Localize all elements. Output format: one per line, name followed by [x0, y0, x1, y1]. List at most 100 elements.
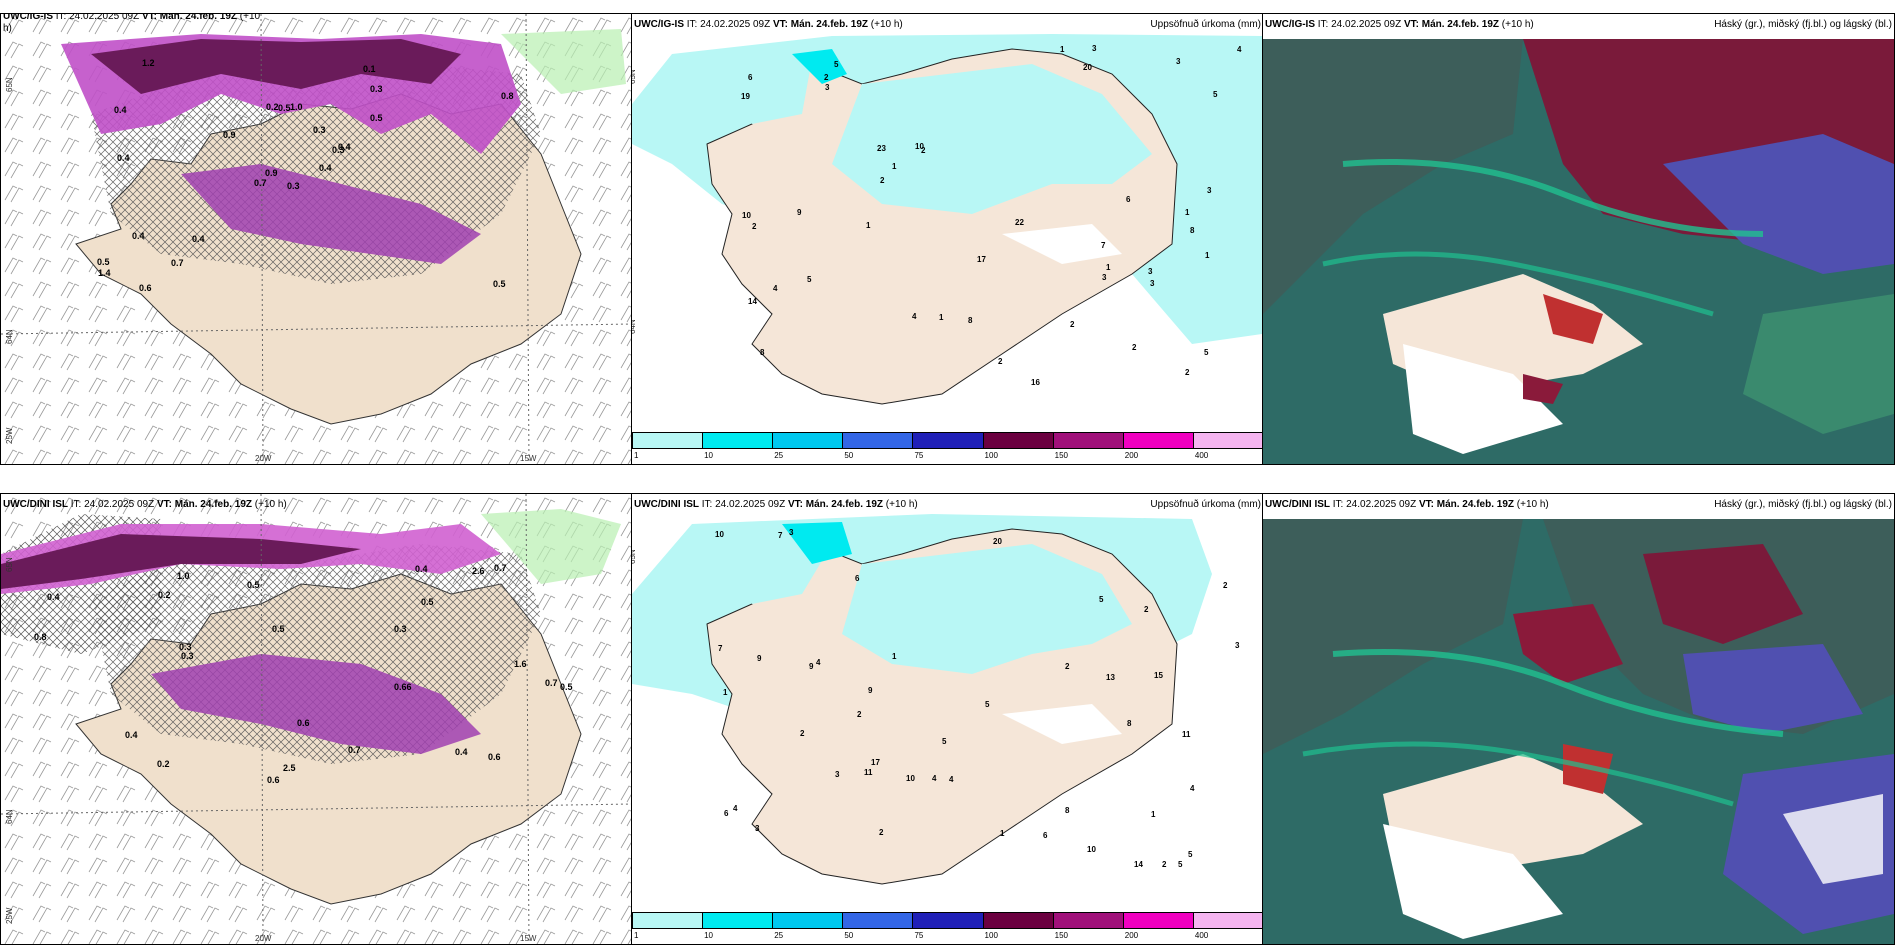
value-label: 0.1 [363, 64, 376, 74]
value-label: 11 [864, 768, 873, 777]
legend-tick-label: 75 [914, 931, 924, 940]
value-label: 19 [741, 92, 750, 101]
value-label: 2 [1223, 581, 1228, 590]
precip-legend [632, 432, 1263, 449]
value-label: 6 [855, 574, 860, 583]
value-label: 16 [1031, 378, 1040, 387]
legend-swatch [1122, 432, 1193, 449]
legend-swatch [842, 432, 913, 449]
value-label: 2 [1144, 605, 1149, 614]
value-label: 2 [1132, 343, 1137, 352]
value-label: 2 [824, 73, 829, 82]
model-name: UWC/IG-IS [3, 13, 53, 22]
valid-label: VT: [141, 13, 157, 22]
init-time: IT: 24.02.2025 09Z [55, 13, 140, 22]
value-label: 15 [1154, 671, 1163, 680]
value-label: 5 [985, 700, 990, 709]
value-label: 5 [942, 737, 947, 746]
value-label: 3 [1150, 279, 1155, 288]
value-label: 0.4 [47, 592, 60, 602]
value-label: 2.5 [283, 763, 296, 773]
value-label: 2.6 [472, 566, 485, 576]
value-label: 8 [968, 316, 973, 325]
model-name: UWC/DINI ISL [634, 499, 699, 510]
value-label: 1.2 [142, 58, 155, 68]
value-label: 5 [1213, 90, 1218, 99]
value-label: 0.6 [488, 752, 501, 762]
value-label: 10 [715, 530, 724, 539]
value-label: 1 [939, 313, 944, 322]
value-label: 0.5 [560, 682, 573, 692]
value-label: 17 [977, 255, 986, 264]
value-label: 1 [1060, 45, 1065, 54]
value-label: 3 [825, 83, 830, 92]
value-label: 0.2 [158, 590, 171, 600]
value-label: 4 [912, 312, 917, 321]
value-label: 9 [757, 654, 762, 663]
valid-time: Mán. 24.feb. 19Z [805, 499, 883, 510]
value-label: 0.4 [415, 564, 428, 574]
value-label: 0.5 [247, 580, 260, 590]
legend-swatch [982, 432, 1053, 449]
lon-label: 25W [5, 427, 14, 444]
legend-tick-label: 400 [1194, 451, 1209, 460]
value-label: 0.4 [319, 163, 332, 173]
value-label: 3 [1176, 57, 1181, 66]
value-label: 4 [773, 284, 778, 293]
value-label: 23 [877, 144, 886, 153]
value-label: 4 [733, 804, 738, 813]
value-label: 10 [1087, 845, 1096, 854]
value-label: 6 [1043, 831, 1048, 840]
value-label: 3 [1235, 641, 1240, 650]
legend-swatch [1122, 912, 1193, 929]
value-label: 3 [1092, 44, 1097, 53]
cloud-title: Háský (gr.), miðský (fj.bl.) og lágský (… [1714, 19, 1892, 30]
value-label: 0.7 [348, 745, 361, 755]
map-dini-wind: 0.4 0.20.32.52.60.60.660.30.70.50.71.00.5… [1, 494, 632, 944]
value-label: 3 [789, 528, 794, 537]
value-label: 1 [892, 652, 897, 661]
lead-time: (+10 h) [1501, 19, 1534, 30]
value-label: 17 [871, 758, 880, 767]
value-label: 20 [993, 537, 1002, 546]
panel-ig-is-wind: 0.3 0.4 0.9 0.5 0.3 0.4 0.1 1.0 0.3 0.4 1.2 0.5 0.4 0… [0, 13, 633, 465]
value-label: 0.2 [157, 759, 170, 769]
legend-swatch [912, 912, 983, 929]
legend-tick-label: 200 [1124, 931, 1139, 940]
value-label: 0.66 [394, 682, 412, 692]
map-dini-clouds [1263, 519, 1894, 944]
lead-time: (+10 h) [870, 19, 903, 30]
legend-swatch [842, 912, 913, 929]
init-time: IT: 24.02.2025 09Z [1317, 19, 1402, 30]
value-label: 0.9 [265, 168, 278, 178]
value-label: 10 [742, 211, 751, 220]
value-label: 0.7 [254, 178, 267, 188]
lat-label: 65N [631, 69, 637, 84]
value-label: 0.8 [34, 632, 47, 642]
precip-legend [632, 912, 1263, 929]
value-label: 8 [1190, 226, 1195, 235]
lead-time: (+10 h) [1516, 499, 1549, 510]
legend-tick-label: 1 [634, 931, 639, 940]
value-label: 0.5 [493, 279, 506, 289]
panel-ig-is-clouds: UWC/IG-IS IT: 24.02.2025 09Z VT: Mán. 24… [1262, 13, 1895, 465]
legend-swatch [632, 432, 703, 449]
value-label: 5 [1204, 348, 1209, 357]
value-label: 0.6 [297, 718, 310, 728]
value-label: 2 [1065, 662, 1070, 671]
value-label: 2 [857, 710, 862, 719]
value-label: 5 [1178, 860, 1183, 869]
value-label: 8 [760, 348, 765, 357]
value-label: 0.3 [287, 181, 300, 191]
model-name: UWC/IG-IS [634, 19, 684, 30]
valid-label: VT: [156, 499, 172, 510]
value-label: 7 [1101, 241, 1106, 250]
value-label: 0.2 [266, 102, 279, 112]
panel-dini-precip: 5 9 7 8 5 6 4 2 11 13 15 20 10 14 9 8 5 3 2 1 2 4 6 3 1 2 1 4 2 6 17 10… [631, 493, 1264, 945]
value-label: 1 [1106, 263, 1111, 272]
value-label: 0.5 [421, 597, 434, 607]
legend-swatch [1192, 912, 1263, 929]
value-label: 3 [755, 824, 760, 833]
lead-time: (+10 [239, 13, 261, 22]
value-label: 2 [800, 729, 805, 738]
